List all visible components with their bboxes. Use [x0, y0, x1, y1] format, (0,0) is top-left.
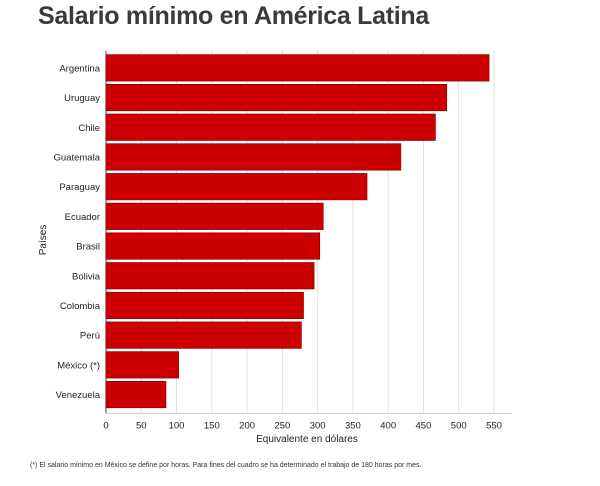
bar — [105, 262, 315, 290]
bar-chart: Argentina Uruguay Chile Guatemala Paraguay Ec… — [38, 51, 512, 445]
bars — [105, 54, 490, 409]
x-tick-label: 250 — [274, 420, 290, 431]
category-label: Argentina — [59, 63, 100, 74]
gridlines — [105, 51, 512, 414]
category-label: Perú — [80, 331, 100, 342]
x-axis-title: Equivalente en dólares — [256, 434, 358, 445]
bar — [105, 321, 302, 349]
category-label: Bolivia — [72, 271, 101, 282]
category-label: Paraguay — [59, 182, 100, 193]
chart-title: Salario mínimo en América Latina — [38, 2, 429, 30]
bar — [105, 143, 402, 171]
x-tick-label: 300 — [310, 420, 326, 431]
category-label: Colombia — [60, 301, 101, 312]
bar — [105, 232, 321, 260]
y-axis-title: Países — [38, 225, 49, 256]
bar — [105, 173, 368, 201]
category-label: Brasil — [76, 242, 100, 253]
category-label: Chile — [78, 123, 100, 134]
x-tick-label: 350 — [345, 420, 361, 431]
x-tick-label: 150 — [204, 420, 220, 431]
x-tick-label: 0 — [103, 420, 108, 431]
bar — [105, 54, 490, 82]
category-labels: Argentina Uruguay Chile Guatemala Paraguay Ec… — [54, 63, 101, 401]
x-tick-labels: 0 50 100 150 200 250 300 350 400 450 500 550 — [103, 420, 502, 431]
x-tick-label: 500 — [451, 420, 467, 431]
bar — [105, 202, 324, 230]
bar — [105, 291, 304, 320]
x-tick-label: 200 — [239, 420, 255, 431]
x-tick-label: 100 — [169, 420, 185, 431]
category-label: Uruguay — [64, 93, 100, 104]
category-label: Guatemala — [54, 152, 101, 163]
category-label: México (*) — [57, 360, 100, 371]
bar — [105, 113, 436, 141]
x-tick-label: 550 — [486, 420, 502, 431]
bar — [105, 351, 179, 379]
category-label: Ecuador — [65, 212, 100, 223]
category-label: Venezuela — [56, 390, 101, 401]
x-tick-label: 50 — [136, 420, 147, 431]
footnote: (*) El salario mínimo en México se defin… — [30, 462, 422, 469]
x-tick-label: 400 — [380, 420, 396, 431]
x-tick-label: 450 — [416, 420, 432, 431]
bar — [105, 84, 448, 112]
bar — [105, 380, 167, 409]
